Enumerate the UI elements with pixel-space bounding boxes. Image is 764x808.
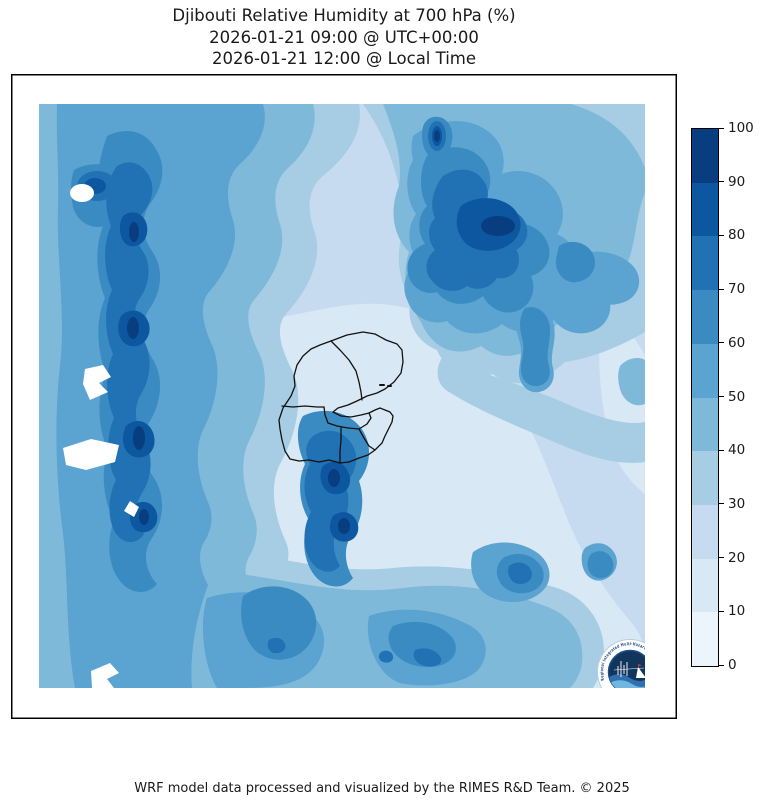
- colorbar-tick-label: 0: [728, 657, 737, 673]
- footer-credit: WRF model data processed and visualized …: [134, 781, 630, 796]
- colorbar-tick: [719, 449, 724, 451]
- colorbar-band: [692, 451, 718, 505]
- colorbar-tick-label: 30: [728, 495, 746, 512]
- colorbar-tick: [719, 234, 724, 236]
- colorbar-band: [692, 612, 718, 667]
- colorbar-tick: [719, 503, 724, 505]
- rimes-logo: Regional Integrated Multi-Hazard Early W…: [597, 639, 654, 716]
- rimes-logo-sail-icon: [636, 667, 645, 678]
- colorbar-tick-label: 100: [728, 120, 754, 136]
- map-frame: [11, 74, 677, 719]
- colorbar-band: [692, 343, 718, 398]
- colorbar-tick-label: 90: [728, 173, 746, 190]
- colorbar-band: [692, 504, 718, 559]
- colorbar-tick-label: 50: [728, 388, 746, 405]
- chart-title-block: Djibouti Relative Humidity at 700 hPa (%…: [11, 5, 677, 70]
- contour-over-range-patches: [63, 184, 139, 688]
- colorbar-band: [692, 182, 718, 237]
- colorbar-tick: [719, 396, 724, 397]
- colorbar-band: [692, 397, 718, 452]
- colorbar-tick: [719, 127, 724, 129]
- djibouti-border-outline: [278, 331, 404, 464]
- humidity-contour-map: Regional Integrated Multi-Hazard Early W…: [11, 74, 677, 719]
- rimes-logo-flag-icon: [638, 664, 642, 667]
- rimes-logo-wave-light: [608, 680, 645, 688]
- colorbar-tick-label: 40: [728, 442, 746, 459]
- rimes-logo-acronym: RIMES: [607, 701, 654, 716]
- colorbar-tick: [719, 557, 724, 559]
- colorbar-tick: [719, 181, 724, 183]
- colorbar-tick-label: 70: [728, 281, 746, 298]
- colorbar-band: [692, 558, 718, 613]
- colorbar-tick: [719, 664, 724, 666]
- contour-band-90-100: [127, 130, 515, 534]
- colorbar-band: [692, 290, 718, 344]
- rimes-logo-seismograph-icon: [613, 661, 645, 677]
- colorbar-tick-label: 80: [728, 227, 746, 244]
- colorbar-tick-label: 10: [728, 603, 746, 620]
- colorbar-tick-label: 60: [728, 334, 746, 351]
- colorbar-band: [692, 236, 718, 291]
- colorbar: [691, 128, 719, 667]
- colorbar-tick: [719, 342, 724, 344]
- chart-subtitle-utc: 2026-01-21 09:00 @ UTC+00:00: [209, 27, 479, 47]
- colorbar-tick: [719, 288, 724, 290]
- colorbar-tick: [719, 610, 724, 612]
- colorbar-tick-label: 20: [728, 549, 746, 566]
- chart-title: Djibouti Relative Humidity at 700 hPa (%…: [172, 6, 516, 25]
- chart-subtitle-local: 2026-01-21 12:00 @ Local Time: [211, 49, 477, 68]
- colorbar-band: [692, 129, 718, 183]
